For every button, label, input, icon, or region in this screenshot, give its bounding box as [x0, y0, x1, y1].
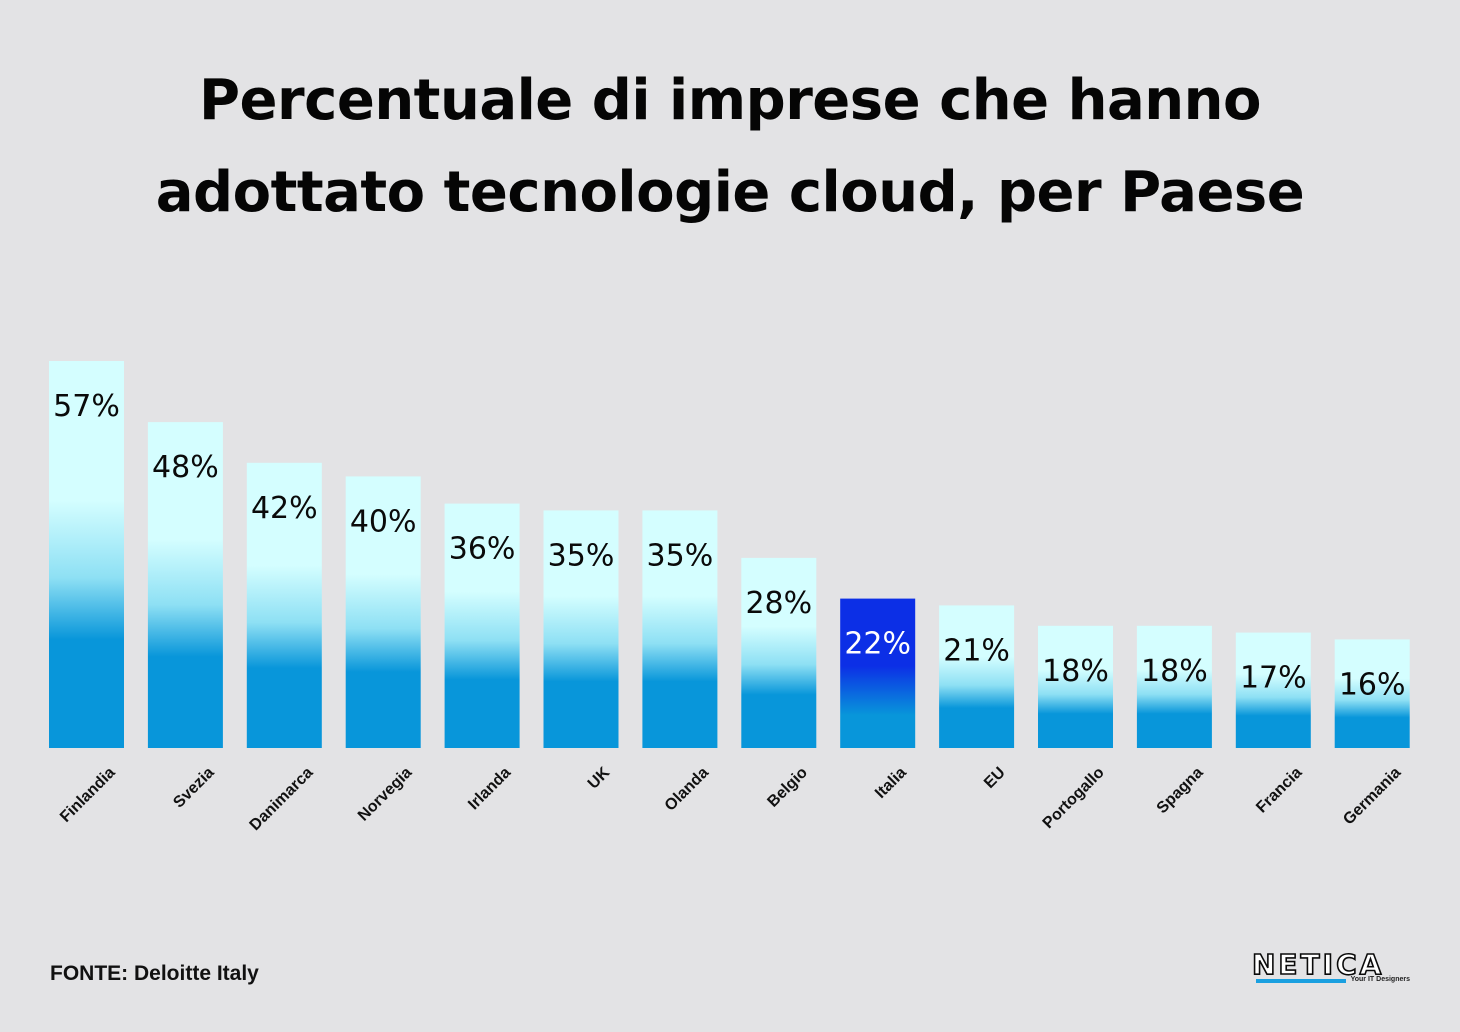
value-label-svezia: 48%	[152, 450, 219, 485]
value-label-portogallo: 18%	[1042, 654, 1109, 689]
bar-uk	[543, 510, 619, 748]
bar-finlandia	[49, 361, 124, 748]
bar-belgio	[741, 557, 817, 748]
value-labels-group: 57% 48% 42% 40% 36% 35% 35% 28% 22% 21% 18% 18% 17% 1…	[53, 389, 1405, 702]
chart-title-line-1: Percentuale di imprese che hanno	[199, 68, 1262, 133]
bars-group	[49, 361, 1410, 748]
value-label-spagna: 18%	[1141, 654, 1208, 689]
bar-norvegia	[345, 476, 421, 748]
value-label-danimarca: 42%	[251, 491, 318, 526]
logo-wordmark: NETICA	[1251, 948, 1385, 981]
bar-francia	[1235, 632, 1311, 748]
bar-italia	[840, 598, 916, 748]
bar-germania	[1334, 639, 1410, 748]
category-label-norvegia: Norvegia	[355, 764, 416, 825]
logo-tagline: Your IT Designers	[1350, 976, 1410, 983]
value-label-germania: 16%	[1339, 667, 1406, 702]
category-label-uk: UK	[585, 764, 614, 793]
category-label-germania: Germania	[1340, 764, 1404, 828]
category-label-danimarca: Danimarca	[247, 764, 317, 834]
value-label-eu: 21%	[943, 633, 1010, 668]
bar-svezia	[147, 422, 223, 748]
bar-spagna	[1136, 625, 1212, 748]
category-label-finlandia: Finlandia	[57, 764, 119, 826]
category-label-portogallo: Portogallo	[1040, 764, 1108, 832]
category-label-italia: Italia	[872, 764, 910, 802]
chart-title: Percentuale di imprese che hanno adottat…	[0, 55, 1460, 239]
netica-logo: NETICA Your IT Designers	[1251, 948, 1414, 990]
bar-irlanda	[444, 503, 520, 748]
category-labels-group: Finlandia Svezia Danimarca Norvegia Irlanda U…	[57, 764, 1404, 834]
value-label-finlandia: 57%	[53, 389, 120, 424]
category-label-olanda: Olanda	[662, 764, 712, 814]
bar-eu	[939, 605, 1015, 748]
bar-portogallo	[1038, 625, 1113, 748]
value-label-francia: 17%	[1240, 661, 1307, 696]
value-label-uk: 35%	[548, 538, 615, 573]
category-label-belgio: Belgio	[764, 764, 811, 811]
value-label-norvegia: 40%	[350, 504, 417, 539]
category-label-spagna: Spagna	[1154, 764, 1207, 817]
value-label-italia: 22%	[844, 627, 911, 662]
logo-underline	[1256, 979, 1346, 983]
category-label-eu: EU	[981, 764, 1009, 792]
bar-danimarca	[246, 462, 322, 748]
chart-title-line-2: adottato tecnologie cloud, per Paese	[155, 160, 1305, 225]
source-note: FONTE: Deloitte Italy	[50, 962, 259, 985]
value-label-belgio: 28%	[745, 586, 812, 621]
category-label-irlanda: Irlanda	[465, 764, 514, 813]
category-label-svezia: Svezia	[170, 764, 217, 811]
bar-olanda	[642, 510, 718, 748]
category-label-francia: Francia	[1253, 764, 1305, 816]
value-label-irlanda: 36%	[449, 532, 516, 567]
value-label-olanda: 35%	[647, 538, 714, 573]
